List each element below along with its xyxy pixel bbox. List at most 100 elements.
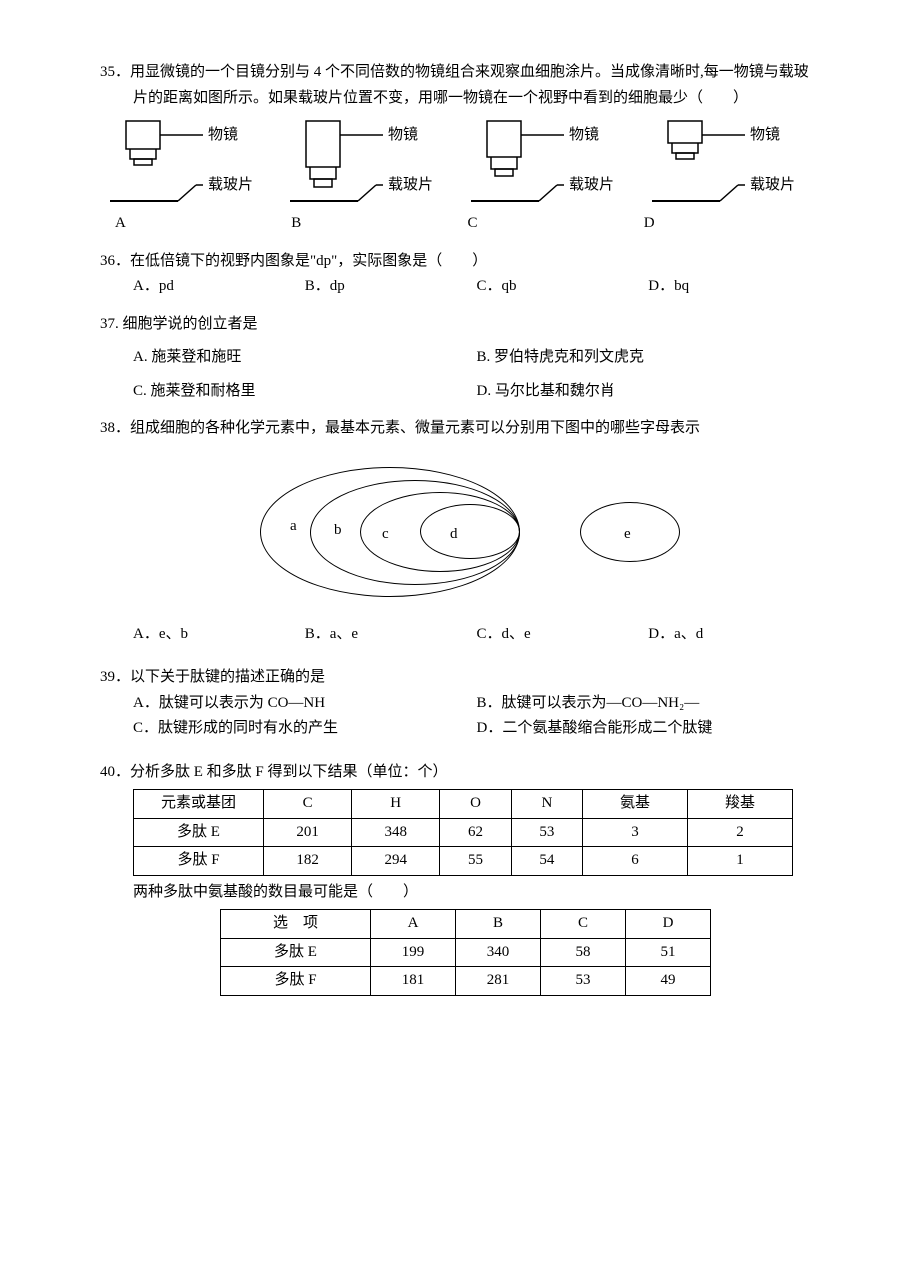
question-36: 36．在低倍镜下的视野内图象是"dp"，实际图象是（ ） A．pd B．dp C… [100,249,820,300]
q37-text: 37. 细胞学说的创立者是 [100,312,820,338]
q38-opt-b: B．a、e [305,622,477,648]
th: 羧基 [688,790,793,819]
label-e: e [624,522,631,548]
q37-options-row2: C. 施莱登和耐格里 D. 马尔比基和魏尔肖 [133,379,820,405]
slide-label: 载玻片 [569,176,614,193]
q35-diagram-b: 物镜 载玻片 [288,117,458,207]
table-row: 多肽 E 201 348 62 53 3 2 [134,818,793,847]
q35-diagram: 物镜 载玻片 物镜 载玻片 [108,117,821,207]
q39-options-row2: C．肽键形成的同时有水的产生 D．二个氨基酸缩合能形成二个肽键 [133,716,820,742]
q35-opt-b: B [291,211,467,237]
td: 348 [352,818,440,847]
q39-options-row1: A．肽键可以表示为 CO—NH B．肽键可以表示为—CO—NH₂— [133,691,820,717]
th: O [440,790,511,819]
td: 6 [583,847,688,876]
q38-opt-a: A．e、b [133,622,305,648]
q39-opt-b: B．肽键可以表示为—CO—NH₂— [477,691,821,717]
q35-opt-c: C [468,211,644,237]
ellipse-d [420,504,520,559]
q37-opt-c: C. 施莱登和耐格里 [133,379,477,405]
td: 1 [688,847,793,876]
td: 294 [352,847,440,876]
lens-svg-d: 物镜 载玻片 [650,117,820,207]
td: 53 [511,818,582,847]
q39-opt-a: A．肽键可以表示为 CO—NH [133,691,477,717]
q36-opt-c: C．qb [477,274,649,300]
lens-label: 物镜 [388,125,418,143]
th: A [371,910,456,939]
slide-label: 载玻片 [208,176,253,193]
lens-label: 物镜 [750,125,780,143]
q40-table-b: 选 项 A B C D 多肽 E 199 340 58 51 多肽 F 181 … [220,909,711,996]
td: 62 [440,818,511,847]
table-row: 多肽 F 181 281 53 49 [221,967,711,996]
td: 51 [626,938,711,967]
question-39: 39．以下关于肽键的描述正确的是 A．肽键可以表示为 CO—NH B．肽键可以表… [100,665,820,742]
label-b: b [334,518,342,544]
q40-text: 40．分析多肽 E 和多肽 F 得到以下结果（单位：个） [133,760,820,786]
q37-opt-a: A. 施莱登和施旺 [133,345,477,371]
table-row: 选 项 A B C D [221,910,711,939]
td: 58 [541,938,626,967]
th: 选 项 [221,910,371,939]
td: 182 [264,847,352,876]
q38-opt-c: C．d、e [477,622,649,648]
q36-opt-d: D．bq [648,274,820,300]
th: N [511,790,582,819]
td: 201 [264,818,352,847]
q37-options-row1: A. 施莱登和施旺 B. 罗伯特虎克和列文虎克 [133,345,820,371]
q37-opt-d: D. 马尔比基和魏尔肖 [477,379,821,405]
td: 281 [456,967,541,996]
table-row: 多肽 F 182 294 55 54 6 1 [134,847,793,876]
th: B [456,910,541,939]
slide-label: 载玻片 [750,176,795,193]
th: H [352,790,440,819]
label-c: c [382,522,389,548]
lens-svg-a: 物镜 载玻片 [108,117,278,207]
q38-options: A．e、b B．a、e C．d、e D．a、d [133,622,820,648]
question-37: 37. 细胞学说的创立者是 A. 施莱登和施旺 B. 罗伯特虎克和列文虎克 C.… [100,312,820,405]
q36-options: A．pd B．dp C．qb D．bq [133,274,820,300]
q35-opt-d: D [644,211,820,237]
q36-text: 36．在低倍镜下的视野内图象是"dp"，实际图象是（ ） [133,249,820,275]
td: 多肽 F [134,847,264,876]
q38-text: 38．组成细胞的各种化学元素中，最基本元素、微量元素可以分别用下图中的哪些字母表… [133,416,820,442]
th: D [626,910,711,939]
td: 55 [440,847,511,876]
lens-svg-b: 物镜 载玻片 [288,117,458,207]
th: C [264,790,352,819]
question-35: 35．用显微镜的一个目镜分别与 4 个不同倍数的物镜组合来观察血细胞涂片。当成像… [100,60,820,237]
td: 199 [371,938,456,967]
q40-table-a: 元素或基团 C H O N 氨基 羧基 多肽 E 201 348 62 53 3… [133,789,793,876]
td: 340 [456,938,541,967]
th: 氨基 [583,790,688,819]
th: C [541,910,626,939]
q37-opt-b: B. 罗伯特虎克和列文虎克 [477,345,821,371]
question-38: 38．组成细胞的各种化学元素中，最基本元素、微量元素可以分别用下图中的哪些字母表… [100,416,820,647]
q40-mid-text: 两种多肽中氨基酸的数目最可能是（ ） [133,880,820,906]
q35-text: 35．用显微镜的一个目镜分别与 4 个不同倍数的物镜组合来观察血细胞涂片。当成像… [133,60,820,111]
th: 元素或基团 [134,790,264,819]
q35-opt-a: A [115,211,291,237]
td: 181 [371,967,456,996]
label-d: d [450,522,458,548]
q38-diagram: a b c d e [210,462,710,602]
q39-text: 39．以下关于肽键的描述正确的是 [133,665,820,691]
question-40: 40．分析多肽 E 和多肽 F 得到以下结果（单位：个） 元素或基团 C H O… [100,760,820,996]
table-row: 多肽 E 199 340 58 51 [221,938,711,967]
q35-diagram-d: 物镜 载玻片 [650,117,820,207]
q35-option-labels: A B C D [115,211,820,237]
q39-opt-d: D．二个氨基酸缩合能形成二个肽键 [477,716,821,742]
q36-opt-a: A．pd [133,274,305,300]
td: 多肽 E [221,938,371,967]
td: 49 [626,967,711,996]
table-row: 元素或基团 C H O N 氨基 羧基 [134,790,793,819]
label-a: a [290,514,297,540]
td: 3 [583,818,688,847]
q36-opt-b: B．dp [305,274,477,300]
q38-opt-d: D．a、d [648,622,820,648]
td: 54 [511,847,582,876]
q35-diagram-c: 物镜 载玻片 [469,117,639,207]
td: 多肽 E [134,818,264,847]
slide-label: 载玻片 [388,176,433,193]
